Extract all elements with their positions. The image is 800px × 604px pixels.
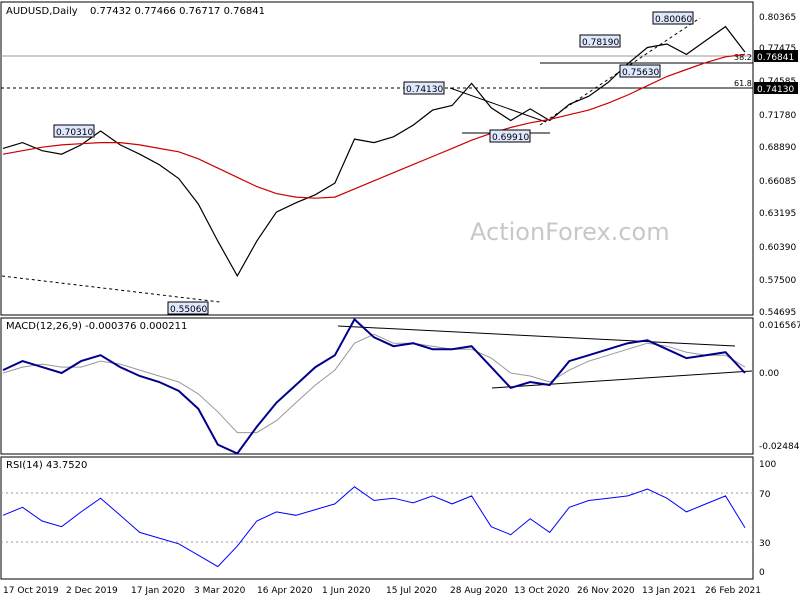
annotation-label: 0.69910 bbox=[492, 133, 529, 143]
current-price-badge bbox=[754, 50, 798, 62]
macd-y-tick: 0.00 bbox=[759, 369, 779, 379]
price-y-tick: 0.68890 bbox=[759, 143, 796, 153]
rsi-y-tick: 0 bbox=[759, 568, 765, 578]
x-tick-label: 13 Jan 2021 bbox=[642, 586, 696, 596]
x-tick-label: 26 Nov 2020 bbox=[577, 586, 635, 596]
annotation-label: 0.55060 bbox=[170, 305, 207, 315]
rsi-y-tick: 100 bbox=[759, 460, 776, 470]
x-tick-label: 16 Apr 2020 bbox=[257, 586, 313, 596]
price-y-tick: 0.80365 bbox=[759, 13, 796, 23]
chart-title: AUDUSD,Daily bbox=[6, 6, 78, 17]
rsi-header: RSI(14) 43.7520 bbox=[6, 460, 87, 471]
x-tick-label: 17 Jan 2020 bbox=[131, 586, 185, 596]
x-tick-label: 17 Oct 2019 bbox=[3, 586, 59, 596]
watermark: ActionForex.com bbox=[470, 218, 670, 246]
trendline-lower bbox=[1, 275, 221, 303]
x-tick-label: 28 Aug 2020 bbox=[450, 586, 508, 596]
annotation-label: 0.80060 bbox=[655, 15, 692, 25]
annotation-box bbox=[167, 301, 209, 315]
annotation-label: 0.74130 bbox=[406, 85, 443, 95]
annotation-label: 0.70310 bbox=[56, 128, 93, 138]
macd-trendline-lower bbox=[491, 370, 753, 389]
annotation-box bbox=[53, 124, 95, 138]
macd-y-tick: -0.02484 bbox=[759, 442, 800, 452]
price-y-tick: 0.71780 bbox=[759, 111, 796, 121]
annotation-box bbox=[652, 11, 694, 25]
price-panel bbox=[0, 1, 754, 316]
current-price-label: 0.76841 bbox=[757, 53, 794, 63]
x-tick-label: 3 Mar 2020 bbox=[194, 586, 246, 596]
price-y-tick: 0.77475 bbox=[759, 44, 796, 54]
rsi-y-tick: 70 bbox=[759, 490, 771, 500]
fib-382-label: 38.2 bbox=[734, 53, 752, 62]
x-tick-label: 26 Feb 2021 bbox=[705, 586, 761, 596]
annotation-box bbox=[579, 34, 621, 48]
trendline-channel-upper bbox=[449, 87, 547, 123]
x-axis: 17 Oct 2019 2 Dec 2019 17 Jan 2020 3 Mar… bbox=[3, 586, 761, 596]
level-badge bbox=[754, 82, 798, 94]
x-tick-label: 15 Jul 2020 bbox=[386, 586, 437, 596]
price-y-tick: 0.54695 bbox=[759, 308, 796, 318]
price-y-tick: 0.66085 bbox=[759, 177, 796, 187]
macd-trendline-upper bbox=[337, 325, 736, 347]
x-tick-label: 2 Dec 2019 bbox=[66, 586, 118, 596]
fib-618-label: 61.8 bbox=[734, 79, 752, 88]
price-y-tick: 0.63195 bbox=[759, 209, 796, 219]
annotation-label: 0.78190 bbox=[582, 38, 619, 48]
price-y-tick: 0.57500 bbox=[759, 276, 796, 286]
macd-panel bbox=[0, 317, 754, 455]
rsi-y-axis: 100 70 30 0 bbox=[759, 460, 776, 578]
moving-average-line bbox=[2, 53, 746, 199]
level-label: 0.74130 bbox=[757, 85, 794, 95]
price-y-tick: 0.60390 bbox=[759, 243, 796, 253]
ohlc-header: 0.77432 0.77466 0.76717 0.76841 bbox=[90, 6, 265, 17]
macd-line bbox=[2, 317, 746, 455]
price-annotations: 0.80060 0.78190 0.75630 0.74130 0.70310 … bbox=[53, 11, 694, 315]
macd-y-tick: 0.016567 bbox=[759, 321, 800, 331]
macd-y-axis: 0.016567 0.00 -0.02484 bbox=[759, 321, 800, 452]
rsi-line bbox=[2, 486, 746, 568]
annotation-box bbox=[619, 64, 661, 78]
rsi-y-tick: 30 bbox=[759, 539, 771, 549]
macd-signal-line bbox=[2, 333, 746, 434]
macd-header: MACD(12,26,9) -0.000376 0.000211 bbox=[6, 321, 187, 332]
x-tick-label: 1 Jun 2020 bbox=[322, 586, 371, 596]
x-tick-label: 13 Oct 2020 bbox=[514, 586, 570, 596]
annotation-box bbox=[489, 129, 531, 143]
annotation-box bbox=[403, 81, 445, 95]
annotation-label: 0.75630 bbox=[622, 68, 659, 78]
rsi-panel bbox=[0, 456, 754, 580]
